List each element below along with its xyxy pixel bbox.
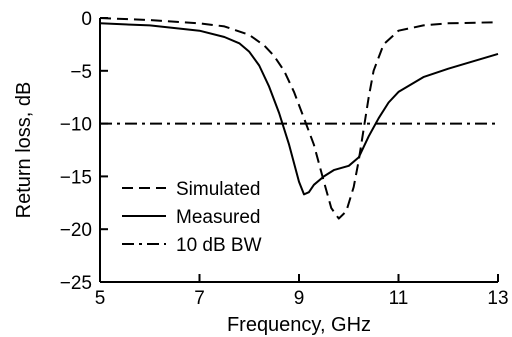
y-axis: 0 −5 −10 −15 −20 −25 <box>60 9 108 294</box>
series-line-simulated <box>99 17 499 220</box>
y-tick-label: −20 <box>60 220 92 241</box>
x-tick-label: 9 <box>294 288 305 309</box>
x-tick-label: 5 <box>95 288 106 309</box>
legend: Simulated Measured 10 dB BW <box>122 179 262 256</box>
y-tick-label: −25 <box>60 273 92 294</box>
x-tick-label: 13 <box>487 288 508 309</box>
legend-label-simulated: Simulated <box>176 179 261 200</box>
plot-frame <box>99 18 498 283</box>
y-tick-label: 0 <box>81 9 92 30</box>
x-tick-label: 11 <box>389 288 409 309</box>
y-tick-label: −15 <box>60 167 92 188</box>
legend-label-10-db-bw: 10 dB BW <box>176 235 262 256</box>
x-axis-label: Frequency, GHz <box>227 314 371 336</box>
y-tick-label: −5 <box>70 62 92 83</box>
x-tick-label: 7 <box>194 288 205 309</box>
series-line-measured <box>99 22 499 196</box>
y-axis-label: Return loss, dB <box>13 82 35 219</box>
y-tick-label: −10 <box>60 115 92 136</box>
x-axis: 5 7 9 11 13 <box>95 274 509 309</box>
series-layer <box>99 17 499 220</box>
legend-label-measured: Measured <box>176 207 261 228</box>
